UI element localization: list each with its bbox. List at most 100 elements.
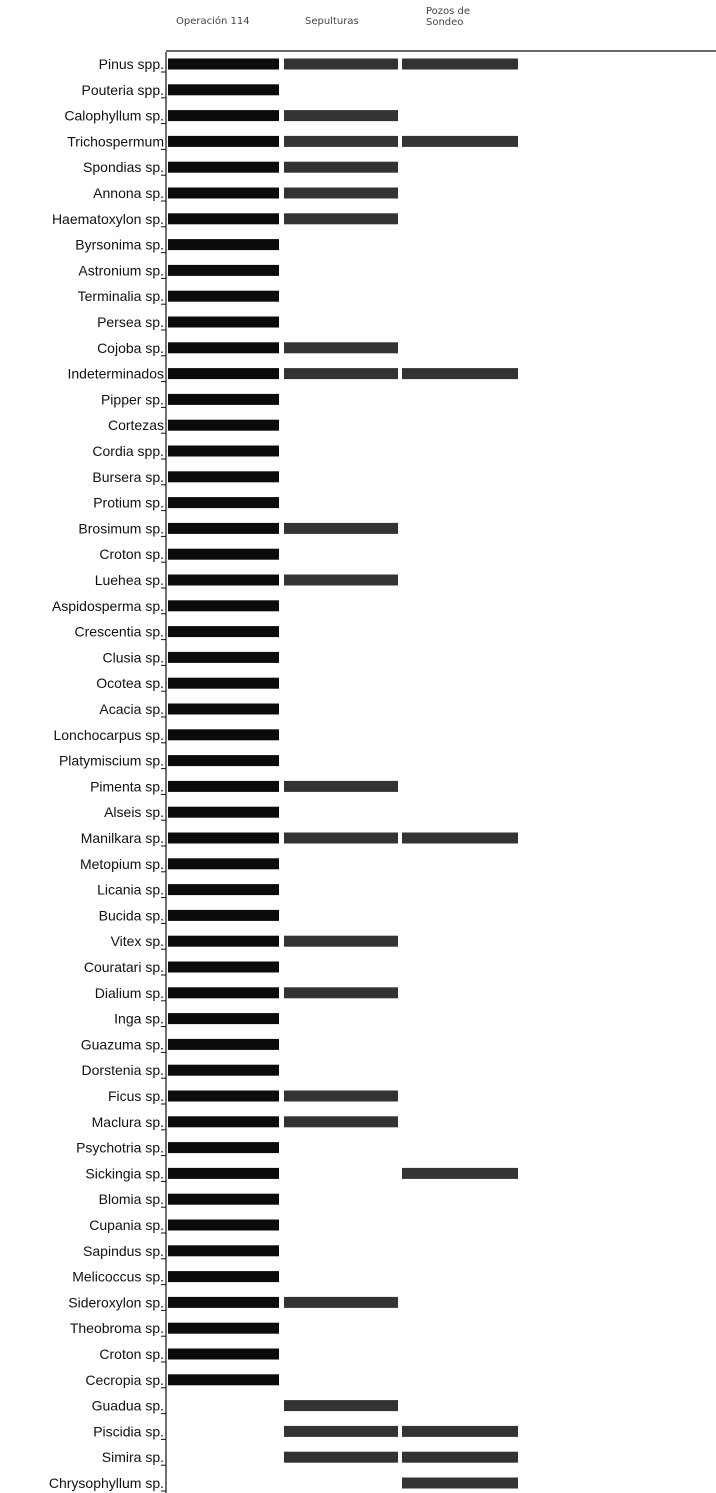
taxon-label: Dialium sp. — [95, 985, 164, 1001]
column-header-3-line-2: Sondeo — [426, 17, 463, 28]
presence-bar-col1 — [168, 239, 279, 251]
presence-bar-col1 — [168, 1245, 279, 1257]
taxon-label: Vitex sp. — [111, 933, 164, 949]
presence-bar-col1 — [168, 419, 279, 431]
taxon-labels: Pinus spp. Pouteria spp. Calophyllum sp. Tr… — [49, 56, 165, 1491]
presence-bar-col3 — [402, 1167, 518, 1179]
taxon-label: Manilkara sp. — [81, 830, 164, 846]
taxon-label: Calophyllum sp. — [64, 108, 164, 124]
presence-bar-col1 — [168, 1038, 279, 1050]
presence-bar-col1 — [168, 1322, 279, 1334]
presence-bar-col2 — [284, 987, 398, 999]
taxon-label: Blomia sp. — [99, 1191, 164, 1207]
presence-bar-col1 — [168, 471, 279, 483]
taxon-label: Acacia sp. — [99, 701, 164, 717]
taxon-label: Melicoccus sp. — [72, 1269, 164, 1285]
presence-bar-col1 — [168, 961, 279, 973]
taxon-label: Sapindus sp. — [83, 1243, 164, 1259]
taxon-label: Pipper sp. — [101, 391, 164, 407]
taxon-label: Luehea sp. — [95, 572, 164, 588]
presence-bar-col2 — [284, 1451, 398, 1463]
presence-bar-col2 — [284, 522, 398, 534]
taxon-label: Psychotria sp. — [76, 1140, 164, 1156]
taxon-label: Pouteria spp. — [82, 82, 165, 98]
presence-bar-col1 — [168, 84, 279, 96]
taxon-label: Trichospermum — [67, 133, 164, 149]
taxon-label: Alseis sp. — [104, 804, 164, 820]
presence-bar-col3 — [402, 368, 518, 380]
presence-bar-col2 — [284, 935, 398, 947]
presence-bar-col1 — [168, 213, 279, 225]
taxon-label: Clusia sp. — [103, 649, 164, 665]
presence-bar-col1 — [168, 316, 279, 328]
taxon-label: Dorstenia sp. — [82, 1062, 164, 1078]
column-header-1-line-1: Operación 114 — [176, 15, 250, 27]
presence-bar-col3 — [402, 832, 518, 844]
taxon-label: Bucida sp. — [99, 907, 164, 923]
taxon-label: Bursera sp. — [92, 469, 164, 485]
presence-bar-col2 — [284, 368, 398, 380]
taxon-label: Piscidia sp. — [93, 1423, 164, 1439]
presence-bar-col2 — [284, 135, 398, 147]
taxon-label: Crescentia sp. — [75, 624, 164, 640]
taxon-label: Astronium sp. — [78, 262, 164, 278]
taxon-label: Guadua sp. — [92, 1398, 164, 1414]
presence-bar-col1 — [168, 58, 279, 70]
taxon-label: Persea sp. — [97, 314, 164, 330]
presence-bar-col1 — [168, 780, 279, 792]
presence-bar-col1 — [168, 290, 279, 302]
presence-bar-col1 — [168, 1219, 279, 1231]
presence-bar-col1 — [168, 729, 279, 741]
taxon-label: Inga sp. — [114, 1011, 164, 1027]
taxon-label: Licania sp. — [97, 882, 164, 898]
taxon-label: Cortezas — [108, 417, 164, 433]
presence-bar-col2 — [284, 780, 398, 792]
presence-bar-col1 — [168, 1296, 279, 1308]
presence-bar-col1 — [168, 832, 279, 844]
column-header-2-line-1: Sepulturas — [305, 16, 359, 27]
taxon-label: Guazuma sp. — [81, 1036, 164, 1052]
taxon-label: Indeterminados — [67, 366, 164, 382]
presence-bar-col1 — [168, 1064, 279, 1076]
presence-bar-col1 — [168, 858, 279, 870]
taxon-label: Cupania sp. — [89, 1217, 164, 1233]
taxon-label: Cojoba sp. — [97, 340, 164, 356]
presence-bar-col1 — [168, 187, 279, 199]
presence-bar-col2 — [284, 342, 398, 354]
column-header-3-line-1: Pozos de — [426, 6, 470, 17]
presence-bar-col2 — [284, 832, 398, 844]
presence-bar-col2 — [284, 161, 398, 173]
presence-bar-col2 — [284, 1400, 398, 1412]
chart-axes — [161, 50, 716, 1493]
presence-bar-col1 — [168, 1348, 279, 1360]
presence-bar-col1 — [168, 806, 279, 818]
presence-bar-col1 — [168, 909, 279, 921]
taxon-label: Annona sp. — [93, 185, 164, 201]
presence-bar-col1 — [168, 574, 279, 586]
presence-bar-col2 — [284, 187, 398, 199]
taxon-label: Chrysophyllum sp. — [49, 1475, 164, 1491]
presence-bar-col1 — [168, 1013, 279, 1025]
presence-bar-col1 — [168, 497, 279, 509]
presence-bar-col2 — [284, 1296, 398, 1308]
taxon-label: Brosimum sp. — [78, 520, 164, 536]
presence-bar-col1 — [168, 600, 279, 612]
column-header-1: Operación 114 — [176, 15, 250, 27]
presence-bar-col3 — [402, 1425, 518, 1437]
taxon-label: Sickingia sp. — [85, 1165, 164, 1181]
taxon-label: Protium sp. — [93, 495, 164, 511]
presence-bar-col2 — [284, 574, 398, 586]
taxon-label: Sideroxylon sp. — [68, 1294, 164, 1310]
presence-bar-col1 — [168, 651, 279, 663]
presence-bar-col1 — [168, 1374, 279, 1386]
taxon-label: Pimenta sp. — [90, 778, 164, 794]
presence-bar-col1 — [168, 135, 279, 147]
presence-bar-col2 — [284, 110, 398, 122]
presence-bar-col1 — [168, 755, 279, 767]
presence-bar-col1 — [168, 1142, 279, 1154]
presence-bar-col1 — [168, 161, 279, 173]
taxon-label: Simira sp. — [102, 1449, 164, 1465]
presence-bar-col1 — [168, 626, 279, 638]
presence-bar-col1 — [168, 1090, 279, 1102]
